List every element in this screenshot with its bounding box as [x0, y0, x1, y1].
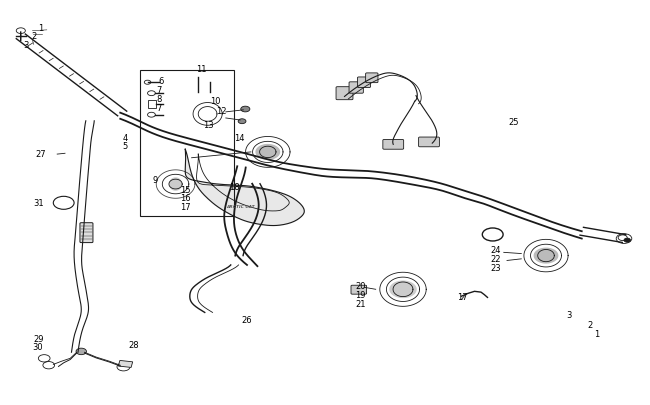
Text: 18: 18	[229, 183, 239, 192]
Text: 3: 3	[23, 41, 29, 50]
FancyBboxPatch shape	[365, 74, 378, 83]
Circle shape	[624, 239, 630, 243]
Bar	[148, 100, 156, 109]
Text: 29: 29	[34, 334, 44, 343]
Circle shape	[238, 119, 246, 124]
Bar	[118, 360, 133, 367]
Text: 3: 3	[566, 311, 571, 320]
Text: 31: 31	[34, 199, 44, 208]
Text: 22: 22	[490, 255, 501, 264]
Text: 9: 9	[152, 176, 157, 185]
Circle shape	[76, 348, 86, 355]
Polygon shape	[256, 145, 280, 160]
Text: 26: 26	[242, 315, 252, 324]
Text: 30: 30	[32, 342, 43, 351]
Text: 17: 17	[458, 292, 468, 301]
Text: 21: 21	[356, 299, 366, 308]
FancyBboxPatch shape	[351, 286, 367, 294]
Text: 16: 16	[180, 194, 190, 203]
Text: 12: 12	[216, 107, 226, 116]
Text: 7: 7	[157, 104, 162, 113]
Text: 28: 28	[128, 341, 138, 350]
Text: 11: 11	[196, 64, 207, 73]
Text: 15: 15	[180, 186, 190, 195]
Text: 5: 5	[123, 141, 128, 150]
FancyBboxPatch shape	[336, 87, 353, 100]
Text: 13: 13	[203, 121, 213, 130]
Text: 19: 19	[356, 290, 366, 299]
Text: 2: 2	[31, 32, 36, 41]
Circle shape	[240, 107, 250, 113]
Text: ARCTIC CAT: ARCTIC CAT	[226, 205, 255, 209]
Text: 8: 8	[157, 94, 162, 103]
Text: 6: 6	[159, 77, 164, 85]
FancyBboxPatch shape	[358, 78, 370, 88]
Text: 10: 10	[211, 97, 221, 106]
Text: 23: 23	[490, 264, 501, 273]
Text: 2: 2	[588, 320, 593, 329]
Bar	[140, 71, 234, 217]
Text: 1: 1	[594, 330, 599, 339]
Polygon shape	[390, 281, 416, 298]
Polygon shape	[170, 179, 181, 191]
Polygon shape	[185, 150, 304, 226]
FancyBboxPatch shape	[383, 140, 404, 150]
FancyBboxPatch shape	[80, 223, 93, 243]
Text: 24: 24	[490, 246, 501, 255]
FancyBboxPatch shape	[419, 138, 439, 147]
FancyBboxPatch shape	[349, 83, 363, 94]
Text: 14: 14	[234, 134, 244, 143]
Text: 25: 25	[508, 118, 519, 127]
Polygon shape	[534, 249, 558, 263]
Text: 7: 7	[157, 85, 162, 94]
Text: 17: 17	[180, 202, 190, 211]
Text: 20: 20	[356, 281, 366, 290]
Text: 4: 4	[123, 133, 128, 142]
Text: 27: 27	[36, 149, 46, 158]
Text: 1: 1	[38, 24, 44, 33]
